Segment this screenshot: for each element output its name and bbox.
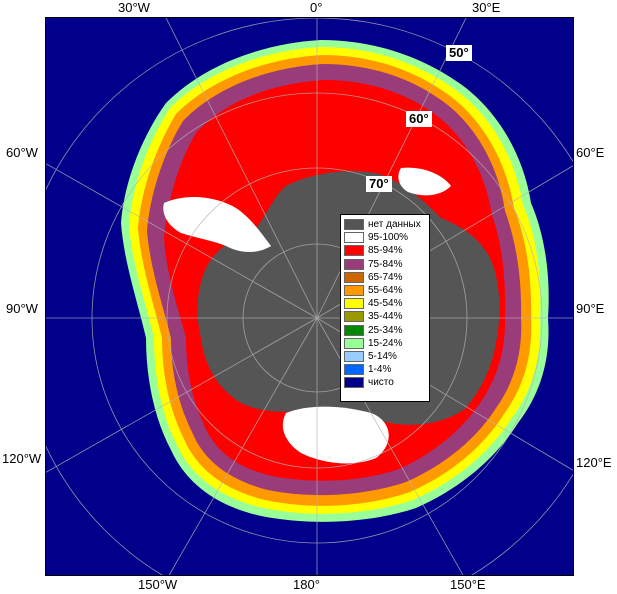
legend-item: 65-74% bbox=[344, 271, 426, 284]
label-90e-right: 90°E bbox=[576, 301, 605, 316]
legend-label: 75-84% bbox=[368, 258, 403, 270]
lat-label-50: 50° bbox=[446, 45, 472, 62]
legend-label: нет данных bbox=[368, 219, 421, 231]
legend-item: чисто bbox=[344, 376, 426, 389]
legend-swatch bbox=[344, 337, 364, 349]
legend-swatch bbox=[344, 324, 364, 336]
label-60e-right: 60°E bbox=[576, 145, 605, 160]
legend-swatch bbox=[344, 271, 364, 283]
legend-label: 5-14% bbox=[368, 350, 397, 362]
polar-map: 50° 60° 70° bbox=[45, 17, 574, 576]
ice-95-100-east bbox=[398, 167, 451, 196]
label-0-top: 0° bbox=[310, 0, 323, 15]
legend-label: 65-74% bbox=[368, 271, 403, 283]
ice-95-100-ross bbox=[282, 406, 389, 464]
lat-label-70: 70° bbox=[366, 176, 392, 193]
legend-item: 95-100% bbox=[344, 231, 426, 244]
legend-item: 75-84% bbox=[344, 258, 426, 271]
sea-ice-map-svg bbox=[46, 18, 573, 575]
legend-item: 25-34% bbox=[344, 324, 426, 337]
ice-95-100-weddell bbox=[163, 196, 271, 252]
label-180-bottom: 180° bbox=[293, 577, 320, 592]
legend-label: 15-24% bbox=[368, 337, 403, 349]
legend-item: 5-14% bbox=[344, 350, 426, 363]
legend-label: 95-100% bbox=[368, 232, 409, 244]
legend-swatch bbox=[344, 285, 364, 297]
legend-swatch bbox=[344, 219, 364, 231]
legend-label: 55-64% bbox=[368, 285, 403, 297]
legend-label: 35-44% bbox=[368, 311, 403, 323]
label-120e-right: 120°E bbox=[576, 455, 612, 470]
label-90w-left: 90°W bbox=[6, 301, 38, 316]
legend-item: 85-94% bbox=[344, 244, 426, 257]
label-60w-left: 60°W bbox=[6, 145, 38, 160]
legend-item: 1-4% bbox=[344, 363, 426, 376]
label-150e-bottom: 150°E bbox=[450, 577, 486, 592]
legend-label: 85-94% bbox=[368, 245, 403, 257]
label-30w-top: 30°W bbox=[118, 0, 150, 15]
label-30e-top: 30°E bbox=[472, 0, 501, 15]
legend-label: 1-4% bbox=[368, 364, 392, 376]
legend-item: 35-44% bbox=[344, 310, 426, 323]
legend: нет данных 95-100% 85-94% 75-84% 65-74% 55-64… bbox=[340, 214, 430, 402]
legend-swatch bbox=[344, 311, 364, 323]
legend-swatch bbox=[344, 377, 364, 389]
legend-swatch bbox=[344, 232, 364, 244]
legend-label: 45-54% bbox=[368, 298, 403, 310]
legend-item: нет данных bbox=[344, 218, 426, 231]
legend-swatch bbox=[344, 298, 364, 310]
lat-label-60: 60° bbox=[406, 111, 432, 128]
label-120w-left: 120°W bbox=[2, 451, 42, 466]
legend-swatch bbox=[344, 350, 364, 362]
legend-swatch bbox=[344, 258, 364, 270]
legend-item: 45-54% bbox=[344, 297, 426, 310]
legend-label: 25-34% bbox=[368, 324, 403, 336]
legend-item: 15-24% bbox=[344, 337, 426, 350]
legend-swatch bbox=[344, 245, 364, 257]
legend-swatch bbox=[344, 364, 364, 376]
legend-item: 55-64% bbox=[344, 284, 426, 297]
legend-label: чисто bbox=[368, 377, 394, 389]
label-150w-bottom: 150°W bbox=[138, 577, 178, 592]
